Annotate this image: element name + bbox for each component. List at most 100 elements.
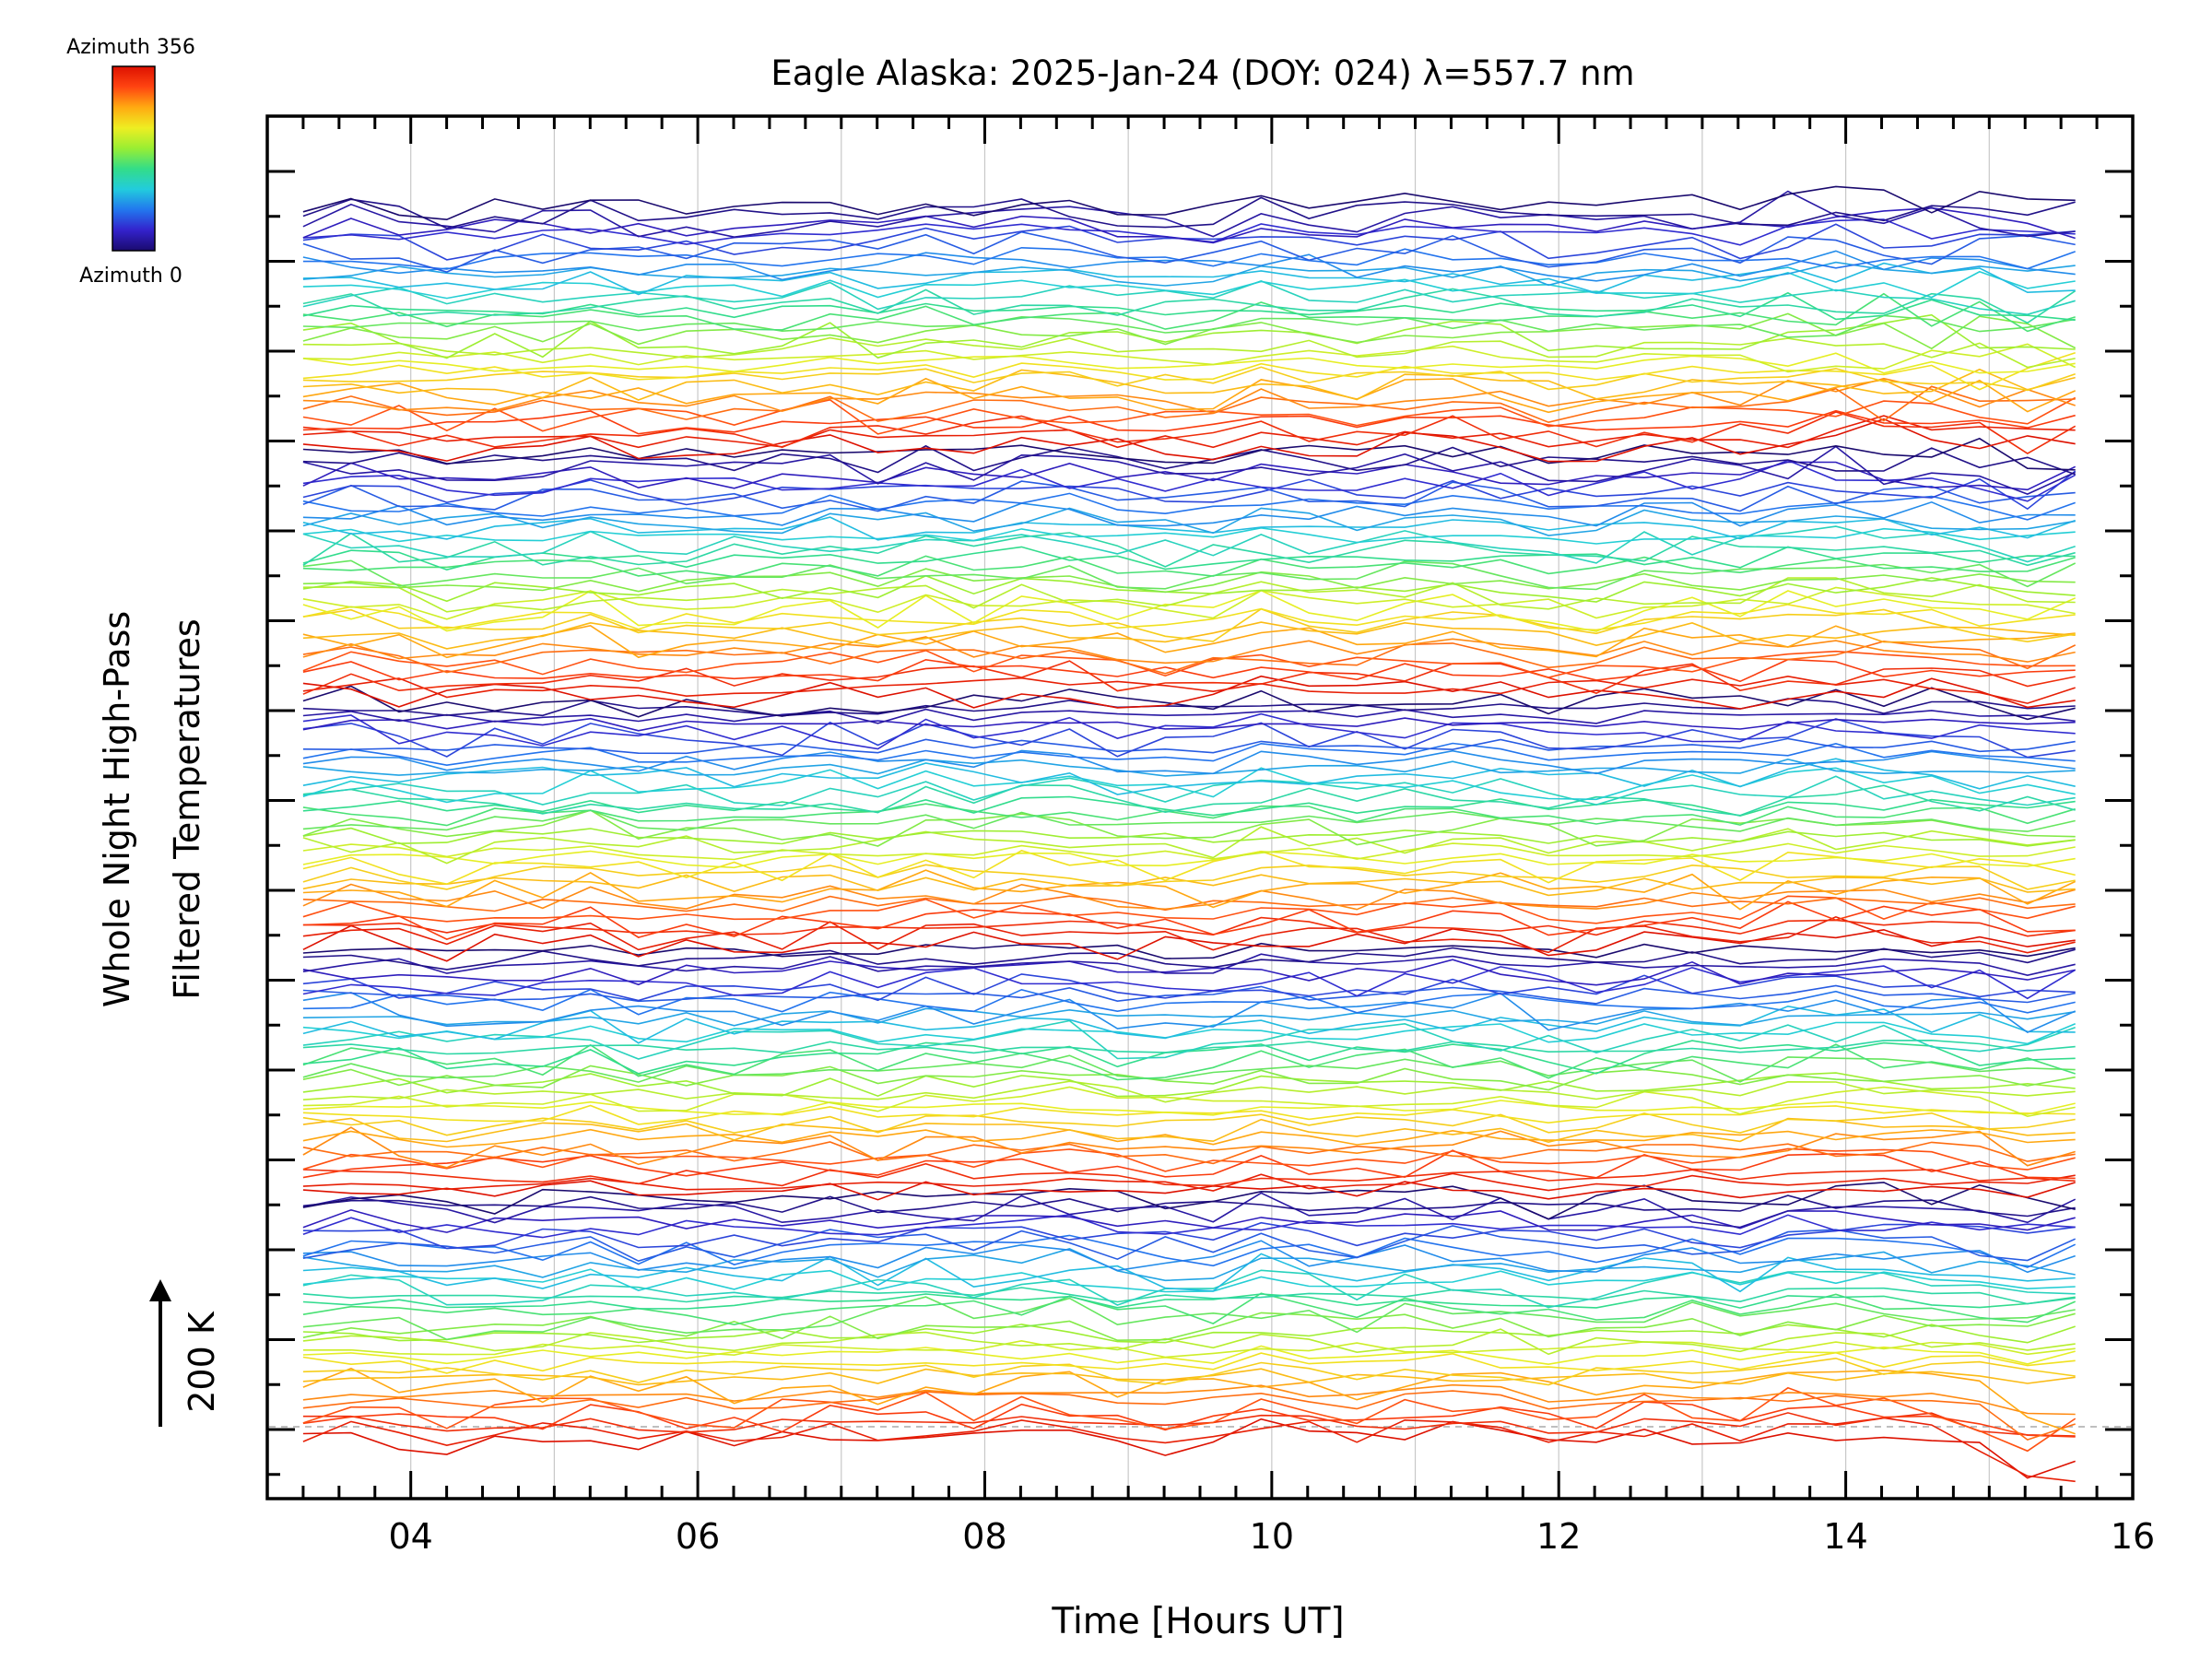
series-line [302,351,2076,391]
series-line [302,607,2076,643]
series-line [302,947,2076,971]
series-line [302,1021,2077,1045]
series-line [302,864,2076,890]
series-line [302,850,2076,886]
series-line [302,685,2076,721]
colorbar-gradient [112,65,156,252]
series-line [302,445,2077,495]
series-line [302,869,2077,911]
x-tick-label: 06 [676,1516,720,1557]
scale-label: 200 K [182,1311,222,1413]
x-tick-label: 10 [1250,1516,1294,1557]
series-line [302,1351,2076,1374]
series-line [302,1182,2076,1220]
y-axis-label-line2: Filtered Temperatures [167,618,207,999]
series-line [302,415,2076,449]
x-tick-label: 08 [962,1516,1006,1557]
series-line [302,1324,2076,1344]
series-line [302,1019,2076,1060]
series-line [302,717,2076,732]
x-tick-label: 12 [1536,1516,1581,1557]
series-line [302,621,2076,650]
series-line [302,636,2076,665]
series-line [302,352,2076,374]
series-line [302,312,2077,350]
x-tick-label: 04 [389,1516,433,1557]
x-tick-label: 16 [2111,1516,2155,1557]
series-line [302,559,2077,591]
series-line [302,280,2076,316]
colorbar-bottom-label: Azimuth 0 [79,265,182,288]
series-line [302,1417,2076,1483]
series-line [302,1065,2076,1091]
series-line [302,1240,2076,1274]
series-line [302,809,2076,832]
series-line [302,649,2076,678]
series-line [302,1390,2076,1441]
series-line [302,959,2076,986]
series-line [302,343,2077,373]
series-line [302,718,2076,759]
series-line [302,292,2076,333]
series-line [302,1208,2076,1233]
series-line [302,895,2076,912]
series-line [302,1149,2076,1180]
series-line [302,1192,2077,1229]
y-axis-label-line1: Whole Night High-Pass [97,611,137,1007]
scale-indicator: 200 K [149,1279,222,1427]
series-line [302,1080,2076,1103]
series-line [302,758,2076,777]
series-line [302,1172,2076,1192]
series-line [302,1162,2076,1187]
series-line [302,795,2076,818]
series-line [302,708,2076,724]
series-line [302,953,2076,977]
series-line [302,532,2076,568]
series-line [302,784,2076,817]
series-line [302,758,2076,795]
series-line [302,1194,2076,1218]
series-line [302,900,2076,940]
x-tick-label: 14 [1823,1516,1867,1557]
series-line [302,604,2076,631]
axis-ticks [267,116,2135,1499]
series-line [302,803,2076,827]
series-line [302,1357,2076,1386]
series-line [302,1401,2076,1438]
series-line [302,411,2077,455]
series-line [302,546,2076,571]
series-line [302,574,2076,603]
series-line [302,1112,2076,1136]
series-line [302,675,2076,704]
series-line [302,568,2076,594]
series-line [302,826,2076,865]
series-line [302,1221,2076,1250]
series-line [302,640,2077,675]
series-line [302,965,2077,1000]
series-line [302,1147,2076,1172]
series-line [302,470,2077,511]
series-line [302,916,2076,937]
series-line [302,1383,2076,1416]
series-line [302,1126,2076,1169]
series-line [302,1214,2076,1239]
series-line [302,988,2076,1016]
scale-arrow-head [149,1279,171,1301]
series-line [302,1141,2076,1165]
series-line [302,1117,2076,1144]
series-line [302,262,2076,296]
series-line [302,461,2077,491]
series-line [302,775,2076,806]
series-line [302,1368,2076,1386]
series-line [302,516,2076,541]
series-line [302,658,2076,683]
series-line [302,924,2076,962]
series-line [302,737,2076,755]
series-line [302,942,2076,959]
series-line [302,767,2076,804]
series-line [302,915,2076,954]
series-line [302,883,2076,911]
series-line [302,1292,2077,1326]
series-line [302,437,2076,471]
